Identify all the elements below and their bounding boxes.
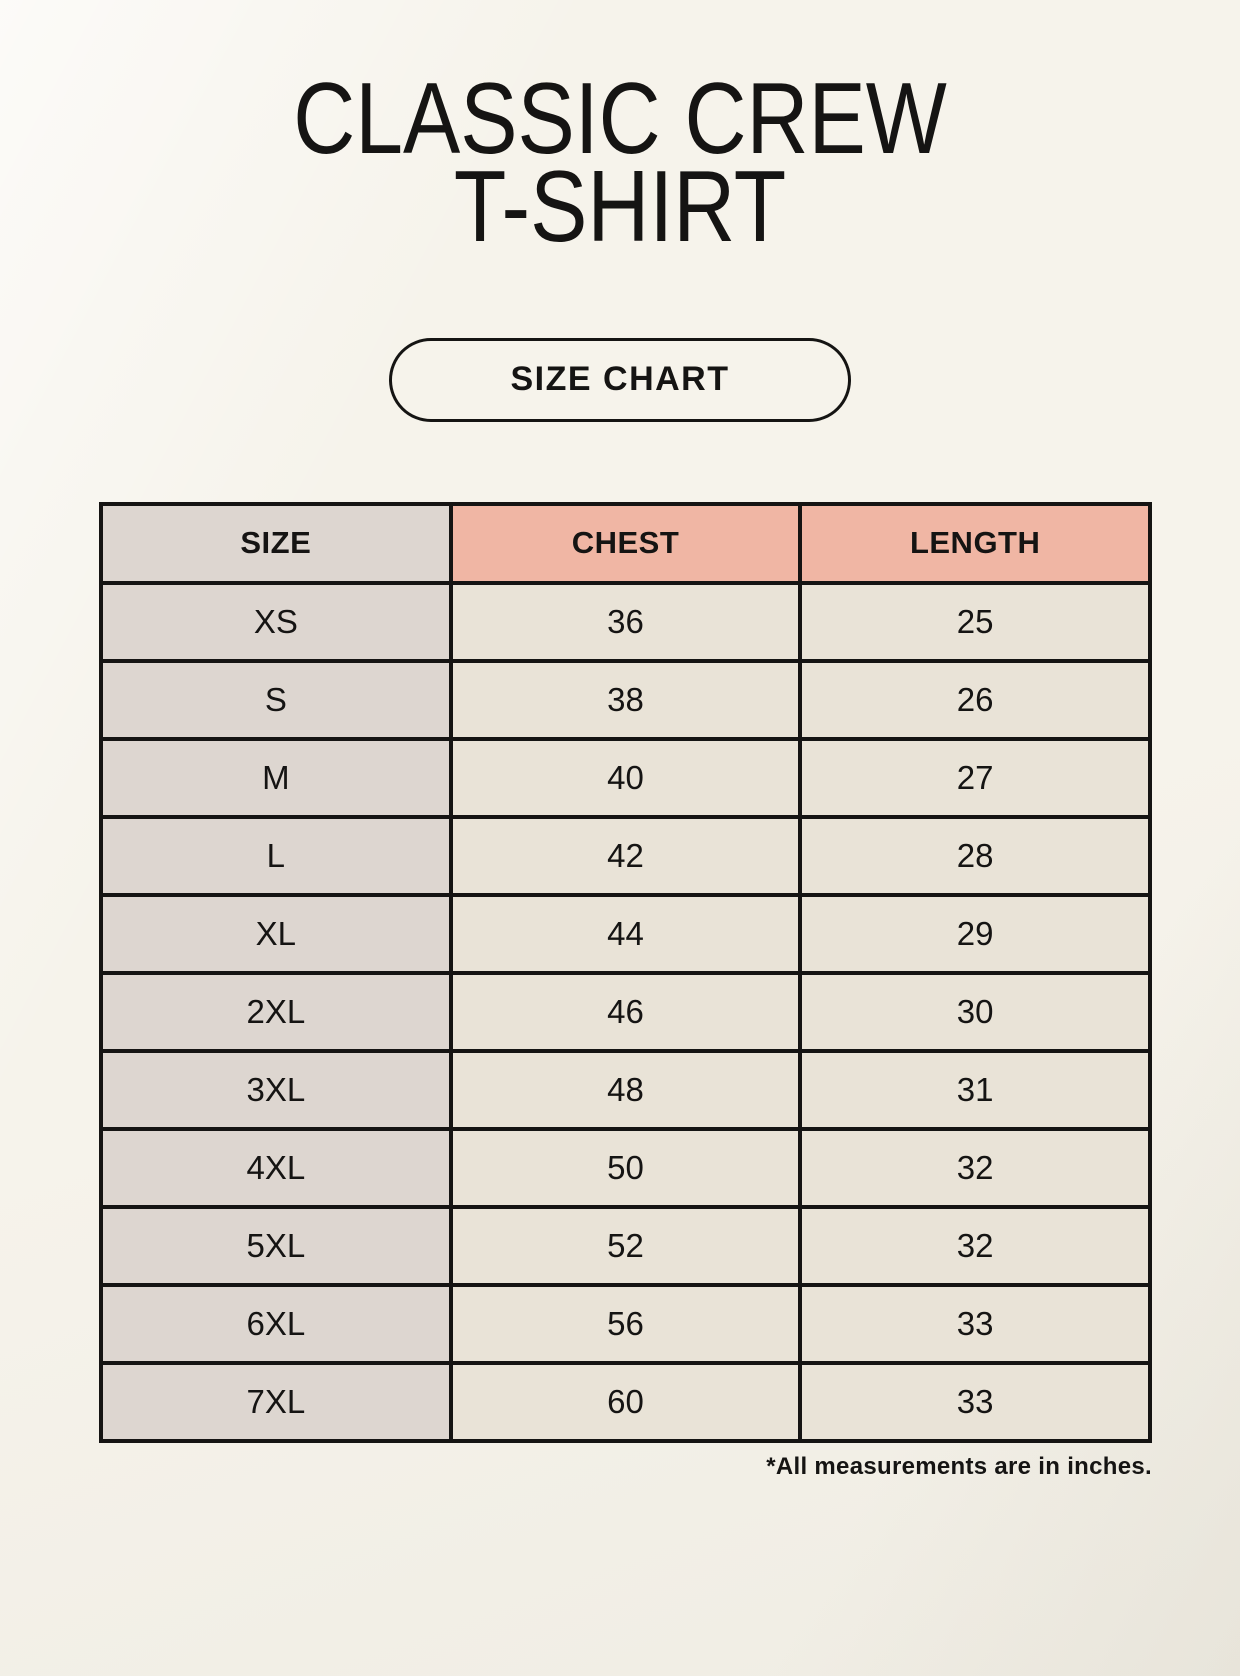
title-line-1: CLASSIC CREW [293,63,947,175]
table-row: L 42 28 [99,814,1152,897]
table-row: S 38 26 [99,658,1152,741]
chest-cell: 42 [448,814,803,897]
table-header-row: SIZE CHEST LENGTH [99,501,1152,585]
size-chart-table: SIZE CHEST LENGTH XS 36 25 S 38 26 M 40 27 L 42 28 X… [99,501,1152,1443]
chest-cell: 48 [448,1048,803,1131]
table-row: 4XL 50 32 [99,1126,1152,1209]
size-chart-button[interactable]: SIZE CHART [389,337,851,422]
length-cell: 31 [798,1048,1152,1131]
size-cell: 4XL [99,1126,453,1209]
length-cell: 25 [798,580,1152,663]
length-cell: 32 [798,1204,1152,1287]
chest-cell: 56 [448,1282,803,1365]
size-cell: 5XL [99,1204,453,1287]
size-cell: M [99,736,453,819]
page-title: CLASSIC CREW T-SHIRT [93,63,1147,263]
chest-cell: 44 [448,892,803,975]
table-row: 7XL 60 33 [99,1360,1152,1443]
chest-cell: 36 [448,580,803,663]
table-row: 2XL 46 30 [99,970,1152,1053]
chest-cell: 46 [448,970,803,1053]
table-row: 6XL 56 33 [99,1282,1152,1365]
table-row: 3XL 48 31 [99,1048,1152,1131]
chest-cell: 60 [448,1360,803,1443]
length-cell: 32 [798,1126,1152,1209]
length-cell: 28 [798,814,1152,897]
page-background: CLASSIC CREW T-SHIRT SIZE CHART SIZE CHE… [0,63,1240,1676]
chest-cell: 50 [448,1126,803,1209]
size-cell: 6XL [99,1282,453,1365]
table-row: 5XL 52 32 [99,1204,1152,1287]
table-row: XL 44 29 [99,892,1152,975]
length-cell: 27 [798,736,1152,819]
size-cell: S [99,658,453,741]
column-header-length: LENGTH [798,501,1152,585]
size-cell: XL [99,892,453,975]
chest-cell: 38 [448,658,803,741]
table-row: M 40 27 [99,736,1152,819]
column-header-size: SIZE [99,501,453,585]
size-cell: 3XL [99,1048,453,1131]
table-row: XS 36 25 [99,580,1152,663]
length-cell: 33 [798,1282,1152,1365]
length-cell: 33 [798,1360,1152,1443]
size-cell: 7XL [99,1360,453,1443]
length-cell: 26 [798,658,1152,741]
chest-cell: 52 [448,1204,803,1287]
measurements-note: *All measurements are in inches. [766,1452,1152,1480]
size-cell: L [99,814,453,897]
size-chart-table-container: SIZE CHEST LENGTH XS 36 25 S 38 26 M 40 27 L 42 28 X… [99,501,1152,1481]
chest-cell: 40 [448,736,803,819]
title-line-2: T-SHIRT [453,150,787,263]
table-header: SIZE CHEST LENGTH [99,501,1152,585]
column-header-chest: CHEST [448,501,803,585]
length-cell: 30 [798,970,1152,1053]
size-chart-button-label: SIZE CHART [510,360,730,399]
length-cell: 29 [798,892,1152,975]
size-cell: 2XL [99,970,453,1053]
table-body: XS 36 25 S 38 26 M 40 27 L 42 28 XL 44 29 2XL 46 30 3XL 48 3… [99,580,1152,1443]
size-cell: XS [99,580,453,663]
